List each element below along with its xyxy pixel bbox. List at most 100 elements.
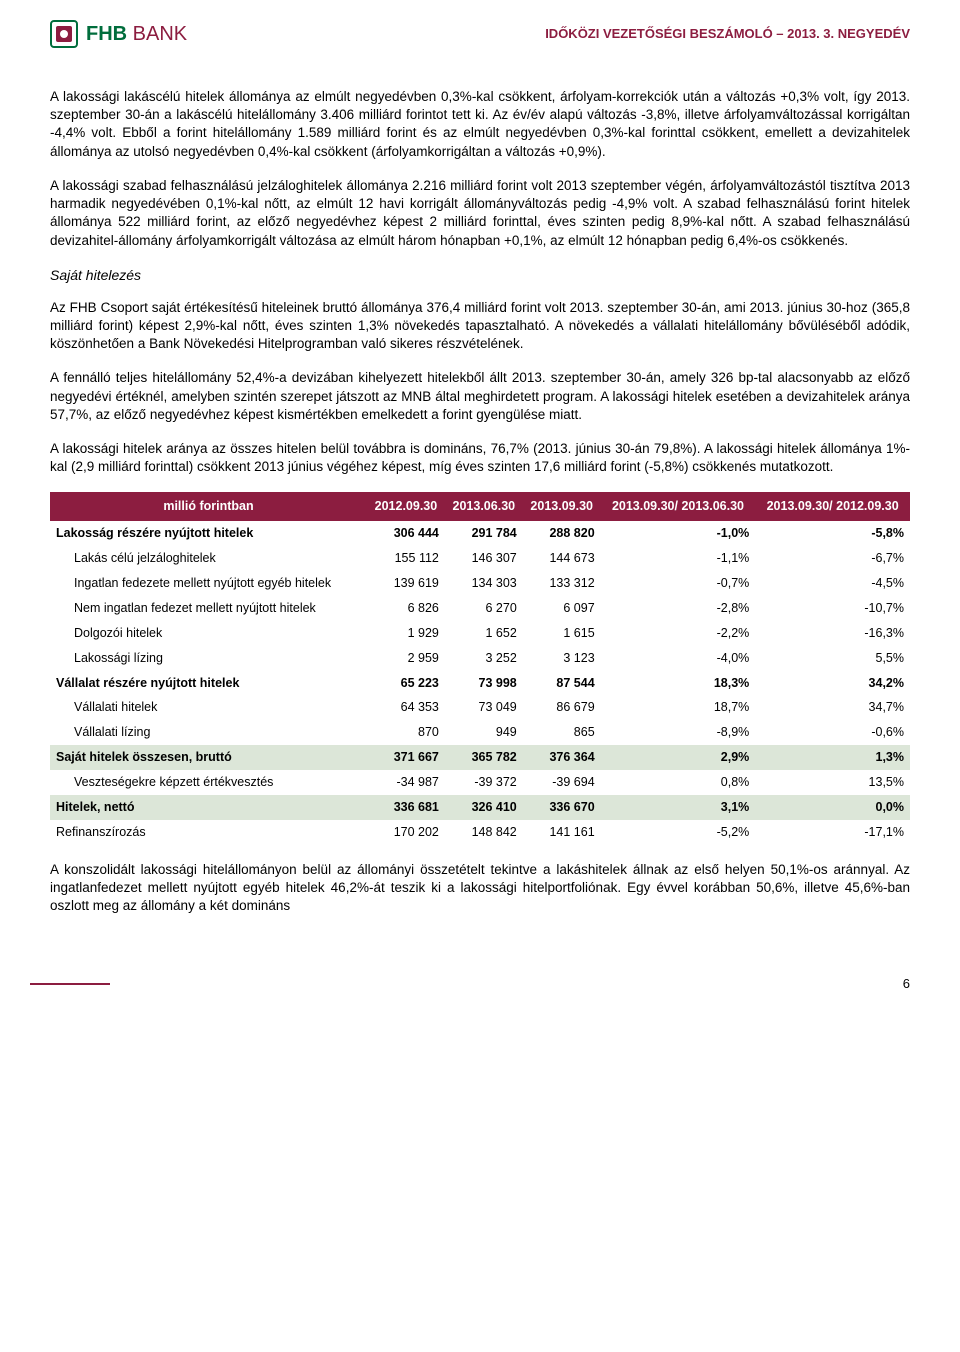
table-cell: -1,0% xyxy=(601,521,756,546)
col-header: 2013.09.30 xyxy=(523,492,601,521)
table-cell: -4,5% xyxy=(755,571,910,596)
table-cell: 1 615 xyxy=(523,621,601,646)
table-row: Saját hitelek összesen, bruttó371 667365… xyxy=(50,745,910,770)
logo-text: FHB BANK xyxy=(86,21,187,48)
table-row: Vállalat részére nyújtott hitelek65 2237… xyxy=(50,671,910,696)
table-row: Vállalati lízing870949865-8,9%-0,6% xyxy=(50,720,910,745)
table-cell: 139 619 xyxy=(367,571,445,596)
table-cell: -10,7% xyxy=(755,596,910,621)
col-header: 2013.06.30 xyxy=(445,492,523,521)
table-cell: 133 312 xyxy=(523,571,601,596)
table-cell: 2 959 xyxy=(367,646,445,671)
table-cell: 146 307 xyxy=(445,546,523,571)
table-body: Lakosság részére nyújtott hitelek306 444… xyxy=(50,521,910,844)
col-header: 2013.09.30/ 2012.09.30 xyxy=(755,492,910,521)
table-cell: 336 670 xyxy=(523,795,601,820)
table-cell: Lakossági lízing xyxy=(50,646,367,671)
table-cell: Dolgozói hitelek xyxy=(50,621,367,646)
table-row: Nem ingatlan fedezet mellett nyújtott hi… xyxy=(50,596,910,621)
table-cell: 6 826 xyxy=(367,596,445,621)
table-cell: Hitelek, nettó xyxy=(50,795,367,820)
table-cell: 86 679 xyxy=(523,695,601,720)
page-footer: 6 xyxy=(50,975,910,993)
table-cell: -0,6% xyxy=(755,720,910,745)
table-cell: Lakosság részére nyújtott hitelek xyxy=(50,521,367,546)
table-cell: 73 049 xyxy=(445,695,523,720)
table-cell: 288 820 xyxy=(523,521,601,546)
document-title: IDŐKÖZI VEZETŐSÉGI BESZÁMOLÓ – 2013. 3. … xyxy=(545,25,910,43)
table-cell: 3 123 xyxy=(523,646,601,671)
table-row: Vállalati hitelek64 35373 04986 67918,7%… xyxy=(50,695,910,720)
table-cell: Lakás célú jelzáloghitelek xyxy=(50,546,367,571)
table-cell: -6,7% xyxy=(755,546,910,571)
table-cell: 3,1% xyxy=(601,795,756,820)
paragraph-3: Az FHB Csoport saját értékesítésű hitele… xyxy=(50,299,910,354)
paragraph-4: A fennálló teljes hitelállomány 52,4%-a … xyxy=(50,369,910,424)
table-cell: 134 303 xyxy=(445,571,523,596)
table-cell: 141 161 xyxy=(523,820,601,845)
table-cell: Veszteségekre képzett értékvesztés xyxy=(50,770,367,795)
table-cell: -16,3% xyxy=(755,621,910,646)
table-cell: 65 223 xyxy=(367,671,445,696)
table-cell: 865 xyxy=(523,720,601,745)
table-cell: Refinanszírozás xyxy=(50,820,367,845)
table-cell: 1 929 xyxy=(367,621,445,646)
page-number: 6 xyxy=(50,975,910,993)
table-cell: 18,7% xyxy=(601,695,756,720)
table-cell: 170 202 xyxy=(367,820,445,845)
table-cell: 1,3% xyxy=(755,745,910,770)
table-cell: -5,2% xyxy=(601,820,756,845)
table-cell: 949 xyxy=(445,720,523,745)
paragraph-1: A lakossági lakáscélú hitelek állománya … xyxy=(50,88,910,161)
table-cell: 144 673 xyxy=(523,546,601,571)
table-cell: 0,8% xyxy=(601,770,756,795)
table-row: Dolgozói hitelek1 9291 6521 615-2,2%-16,… xyxy=(50,621,910,646)
table-row: Veszteségekre képzett értékvesztés-34 98… xyxy=(50,770,910,795)
table-cell: 371 667 xyxy=(367,745,445,770)
table-cell: 6 097 xyxy=(523,596,601,621)
table-cell: 13,5% xyxy=(755,770,910,795)
logo-text-1: FHB xyxy=(86,23,127,45)
table-cell: 1 652 xyxy=(445,621,523,646)
table-cell: 6 270 xyxy=(445,596,523,621)
table-cell: 326 410 xyxy=(445,795,523,820)
table-cell: -5,8% xyxy=(755,521,910,546)
table-cell: 0,0% xyxy=(755,795,910,820)
table-cell: 87 544 xyxy=(523,671,601,696)
table-cell: -2,8% xyxy=(601,596,756,621)
footer-accent-line xyxy=(30,983,110,985)
table-cell: 5,5% xyxy=(755,646,910,671)
table-cell: -34 987 xyxy=(367,770,445,795)
table-cell: Vállalati hitelek xyxy=(50,695,367,720)
table-cell: -39 694 xyxy=(523,770,601,795)
table-cell: 34,7% xyxy=(755,695,910,720)
table-cell: Saját hitelek összesen, bruttó xyxy=(50,745,367,770)
table-cell: -0,7% xyxy=(601,571,756,596)
table-cell: Vállalati lízing xyxy=(50,720,367,745)
table-cell: -17,1% xyxy=(755,820,910,845)
table-cell: 3 252 xyxy=(445,646,523,671)
logo-icon xyxy=(50,20,78,48)
table-cell: -2,2% xyxy=(601,621,756,646)
table-cell: 64 353 xyxy=(367,695,445,720)
table-cell: -39 372 xyxy=(445,770,523,795)
table-cell: Vállalat részére nyújtott hitelek xyxy=(50,671,367,696)
table-cell: 291 784 xyxy=(445,521,523,546)
table-cell: 365 782 xyxy=(445,745,523,770)
table-cell: Nem ingatlan fedezet mellett nyújtott hi… xyxy=(50,596,367,621)
table-row: Ingatlan fedezete mellett nyújtott egyéb… xyxy=(50,571,910,596)
logo-text-2: BANK xyxy=(127,23,187,45)
table-cell: Ingatlan fedezete mellett nyújtott egyéb… xyxy=(50,571,367,596)
table-row: Lakossági lízing2 9593 2523 123-4,0%5,5% xyxy=(50,646,910,671)
table-cell: 2,9% xyxy=(601,745,756,770)
table-cell: -4,0% xyxy=(601,646,756,671)
col-header: millió forintban xyxy=(50,492,367,521)
table-row: Hitelek, nettó336 681326 410336 6703,1%0… xyxy=(50,795,910,820)
loans-table: millió forintban 2012.09.30 2013.06.30 2… xyxy=(50,492,910,844)
table-cell: 336 681 xyxy=(367,795,445,820)
table-cell: 148 842 xyxy=(445,820,523,845)
table-cell: 376 364 xyxy=(523,745,601,770)
col-header: 2013.09.30/ 2013.06.30 xyxy=(601,492,756,521)
col-header: 2012.09.30 xyxy=(367,492,445,521)
table-row: Refinanszírozás170 202148 842141 161-5,2… xyxy=(50,820,910,845)
